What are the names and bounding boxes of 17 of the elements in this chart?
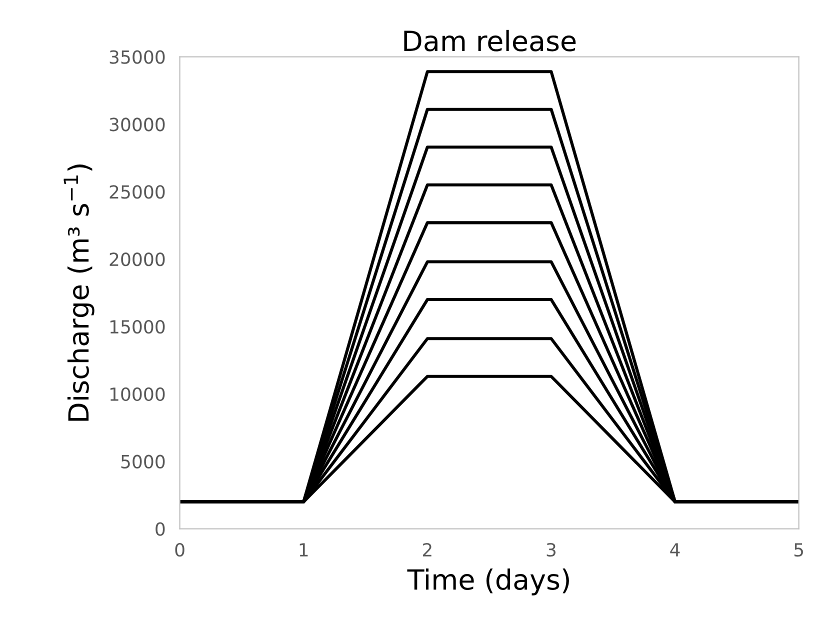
x-tick-label: 2 [422,542,432,556]
y-tick-label: 35000 [110,50,165,64]
x-axis-title: Time (days) [407,568,569,596]
y-tick-label: 20000 [110,252,165,266]
y-tick-label: 5000 [121,454,165,468]
x-tick-label: 4 [670,543,680,556]
y-tick-label: 0 [156,522,165,536]
chart-title: Dam release [404,30,576,52]
x-tick-label: 1 [300,543,308,556]
y-tick-label: 15000 [110,320,165,334]
x-tick-label: 3 [546,542,556,557]
y-tick-label: 25000 [110,185,165,199]
y-axis-title: Discharge (m³ s$^{−1}$) [64,164,94,421]
y-tick-label: 10000 [110,387,165,402]
x-tick-label: 0 [175,542,184,557]
x-tick-label: 5 [794,543,803,557]
y-tick-label: 30000 [110,118,165,132]
